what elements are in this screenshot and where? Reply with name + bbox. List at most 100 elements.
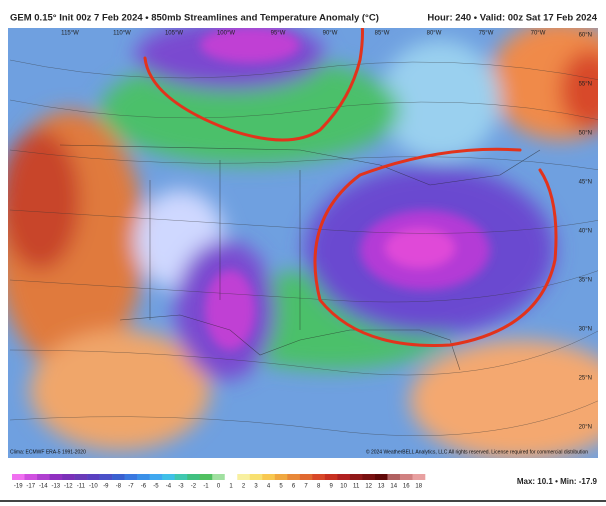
colorbar-label: 4 <box>267 484 271 490</box>
colorbar-label: -9 <box>103 484 109 490</box>
colorbar-swatch <box>49 474 63 480</box>
colorbar-label: -2 <box>191 484 197 490</box>
colorbar-label: -1 <box>203 484 209 490</box>
colorbar-swatch <box>137 474 150 480</box>
map-title: GEM 0.15° Init 00z 7 Feb 2024 • 850mb St… <box>10 13 379 24</box>
copyright: © 2024 WeatherBELL Analytics, LLC All ri… <box>366 448 588 455</box>
colorbar-swatch <box>399 474 413 480</box>
lon-label: 95°W <box>271 31 286 37</box>
colorbar-label: -12 <box>64 484 73 490</box>
lon-label: 105°W <box>165 31 183 37</box>
lon-label: 90°W <box>323 31 338 37</box>
colorbar: -19 -17 -14 -13 -12 -11 -10 -9 -8 -7 -6 -5 -4 -3 -2 -1 0… <box>12 474 426 490</box>
lat-labels: 60°N 55°N 50°N 45°N 40°N 35°N 30°N 25°N 20°N <box>579 33 592 431</box>
colorbar-swatch <box>74 474 88 480</box>
lat-label: 55°N <box>579 82 592 88</box>
colorbar-label: 6 <box>292 484 296 490</box>
lon-labels: 115°W 110°W 105°W 100°W 95°W 90°W 85°W 80°W 75°W… <box>61 31 546 37</box>
colorbar-label: 3 <box>254 484 258 490</box>
colorbar-label: 7 <box>304 484 308 490</box>
colorbar-swatch <box>374 474 388 480</box>
colorbar-swatch <box>99 474 113 480</box>
colorbar-swatch <box>362 474 376 480</box>
lat-label: 30°N <box>579 327 592 333</box>
colorbar-swatch <box>224 474 238 480</box>
lon-label: 110°W <box>113 31 131 37</box>
colorbar-swatch <box>199 474 213 480</box>
colorbar-label: 10 <box>340 484 347 490</box>
clima-note: Clima: ECMWF ERA-5 1991-2020 <box>10 449 86 455</box>
colorbar-swatch <box>412 474 426 480</box>
colorbar-swatch <box>262 474 276 480</box>
lat-label: 35°N <box>579 278 592 284</box>
colorbar-label: 1 <box>229 484 233 490</box>
colorbar-label: 14 <box>390 484 397 490</box>
lon-label: 85°W <box>375 31 390 37</box>
circle-annotation <box>313 147 558 347</box>
colorbar-label: 13 <box>378 484 385 490</box>
annotations <box>143 28 558 347</box>
colorbar-label: 8 <box>317 484 321 490</box>
anomaly-core <box>200 28 490 350</box>
colorbar-label: -10 <box>89 484 98 490</box>
lat-label: 25°N <box>579 376 592 382</box>
colorbar-swatch <box>312 474 326 480</box>
colorbar-swatch <box>62 474 75 480</box>
colorbar-label: -11 <box>77 484 86 490</box>
colorbar-label: -5 <box>153 484 159 490</box>
lat-label: 40°N <box>579 229 592 235</box>
colorbar-swatch <box>337 474 351 480</box>
colorbar-swatch <box>162 474 175 480</box>
colorbar-label: -4 <box>166 484 172 490</box>
colorbar-label: -6 <box>141 484 147 490</box>
colorbar-label: 16 <box>403 484 410 490</box>
lon-label: 100°W <box>217 31 235 37</box>
lon-label: 80°W <box>427 31 442 37</box>
colorbar-swatch <box>324 474 338 480</box>
colorbar-label: -13 <box>51 484 60 490</box>
colorbar-label: 18 <box>415 484 422 490</box>
lon-label: 75°W <box>479 31 494 37</box>
colorbar-swatch <box>274 474 288 480</box>
colorbar-swatch <box>237 474 251 480</box>
colorbar-label: 11 <box>353 484 360 490</box>
colorbar-swatch <box>112 474 125 480</box>
colorbar-swatch <box>287 474 301 480</box>
colorbar-label: -17 <box>26 484 35 490</box>
colorbar-swatch <box>124 474 138 480</box>
extremes: Max: 10.1 • Min: -17.9 <box>517 477 598 486</box>
lat-label: 20°N <box>579 425 592 431</box>
colorbar-label: -8 <box>116 484 122 490</box>
circle-annotation <box>143 28 364 142</box>
lat-label: 45°N <box>579 180 592 186</box>
colorbar-swatch <box>37 474 50 480</box>
colorbar-swatch <box>149 474 163 480</box>
borders <box>59 144 541 371</box>
colorbar-swatch <box>387 474 401 480</box>
colorbar-swatch <box>349 474 363 480</box>
streamlines <box>9 59 598 436</box>
colorbar-swatch <box>212 474 226 480</box>
bottom-rule <box>0 500 606 502</box>
valid-time: Hour: 240 • Valid: 00z Sat 17 Feb 2024 <box>427 13 597 24</box>
lat-label: 60°N <box>579 33 592 39</box>
colorbar-swatch <box>24 474 38 480</box>
colorbar-swatch <box>87 474 100 480</box>
colorbar-label: -7 <box>128 484 134 490</box>
colorbar-label: 5 <box>279 484 283 490</box>
colorbar-label: 0 <box>217 484 221 490</box>
colorbar-swatch <box>249 474 263 480</box>
colorbar-label: 2 <box>242 484 246 490</box>
colorbar-swatch <box>187 474 201 480</box>
colorbar-label: -14 <box>39 484 48 490</box>
lon-label: 70°W <box>531 31 546 37</box>
lon-label: 115°W <box>61 31 79 37</box>
colorbar-label: 9 <box>329 484 333 490</box>
map: 60°N 55°N 50°N 45°N 40°N 35°N 30°N 25°N 20°N 115… <box>8 28 598 458</box>
colorbar-label: -3 <box>178 484 184 490</box>
colorbar-swatch <box>12 474 25 480</box>
lat-label: 50°N <box>579 131 592 137</box>
colorbar-swatch <box>174 474 188 480</box>
colorbar-swatch <box>299 474 313 480</box>
colorbar-label: -19 <box>14 484 23 490</box>
